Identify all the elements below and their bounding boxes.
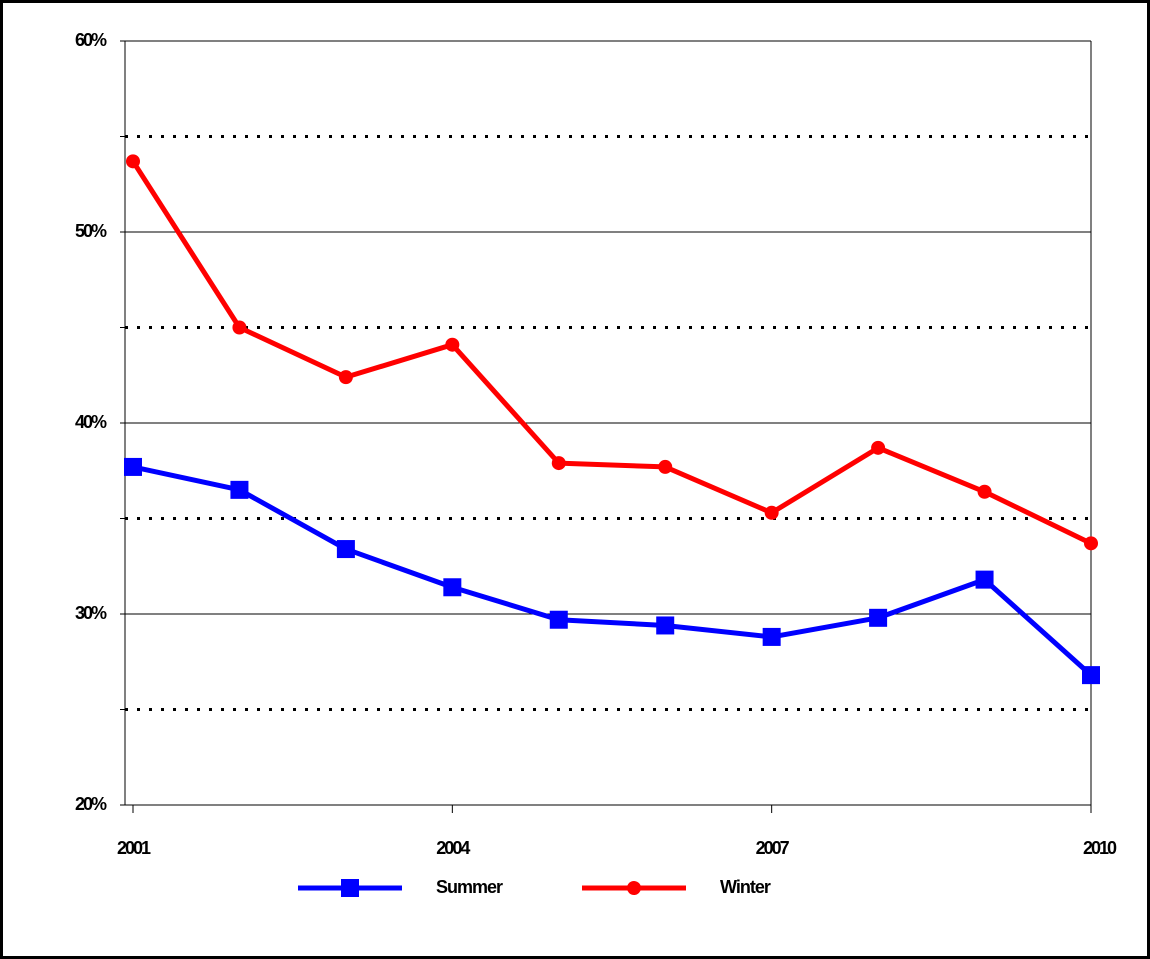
legend-label: Summer bbox=[436, 877, 503, 897]
legend-marker bbox=[627, 881, 641, 895]
y-tick-label: 50% bbox=[75, 221, 107, 241]
data-point bbox=[336, 540, 355, 559]
x-tick-label: 2007 bbox=[756, 838, 790, 858]
data-point bbox=[230, 480, 249, 499]
y-tick-label: 40% bbox=[75, 412, 107, 432]
legend-marker bbox=[341, 879, 359, 897]
y-tick-label: 20% bbox=[75, 794, 107, 814]
legend-label: Winter bbox=[720, 877, 771, 897]
data-point bbox=[126, 154, 140, 169]
data-point bbox=[656, 616, 675, 635]
data-point bbox=[977, 484, 992, 499]
data-point bbox=[443, 578, 462, 597]
data-point bbox=[445, 337, 460, 352]
data-point bbox=[232, 320, 247, 335]
data-point bbox=[658, 459, 673, 474]
data-point bbox=[871, 440, 886, 455]
data-point bbox=[869, 608, 888, 627]
data-point bbox=[764, 505, 779, 520]
x-tick-label: 2010 bbox=[1083, 838, 1117, 858]
series-line bbox=[130, 159, 1093, 546]
x-tick-label: 2001 bbox=[117, 838, 151, 858]
data-point bbox=[549, 610, 568, 629]
data-point bbox=[551, 456, 566, 471]
data-point bbox=[975, 570, 994, 589]
y-tick-label: 60% bbox=[75, 30, 107, 50]
data-point bbox=[1084, 536, 1098, 551]
data-point bbox=[762, 627, 781, 646]
data-point bbox=[124, 457, 142, 476]
data-point bbox=[338, 370, 353, 385]
x-tick-label: 2004 bbox=[436, 838, 470, 858]
data-point bbox=[1082, 666, 1100, 685]
y-tick-label: 30% bbox=[75, 603, 107, 623]
series-line bbox=[132, 464, 1093, 677]
